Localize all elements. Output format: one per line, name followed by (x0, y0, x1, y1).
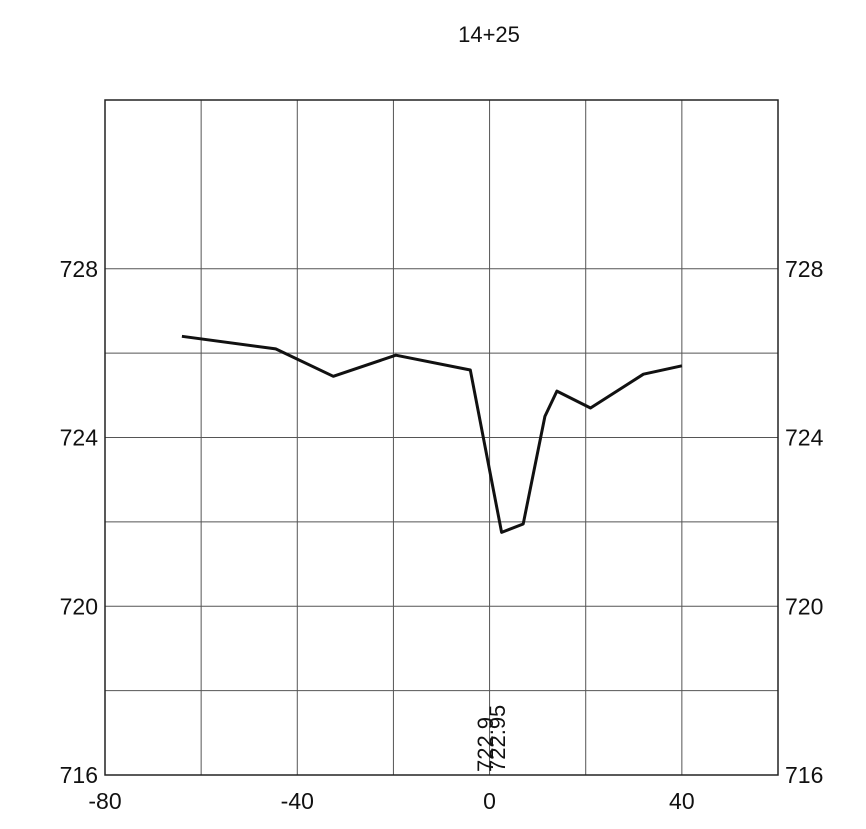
series-layer (181, 334, 683, 534)
y-tick-label-right: 728 (785, 256, 823, 282)
y-tick-label-right: 720 (785, 593, 823, 619)
x-tick-label: -40 (281, 788, 314, 814)
y-tick-label-left: 716 (60, 762, 98, 788)
x-tick-label: 40 (669, 788, 695, 814)
chart-title: 14+25 (458, 22, 520, 47)
elevation-annotation: 722.9 (473, 717, 498, 772)
y-tick-label-right: 716 (785, 762, 823, 788)
x-tick-label: 0 (483, 788, 496, 814)
x-axis-tick-labels: -80 -40 0 40 (88, 788, 694, 814)
plot-frame (104, 99, 779, 776)
ground-profile-line (181, 334, 683, 534)
y-tick-label-right: 724 (785, 425, 824, 451)
y-tick-label-left: 728 (60, 256, 98, 282)
elevation-annotation: 722.95 (485, 705, 510, 772)
grid-lines (105, 100, 778, 775)
y-tick-label-left: 724 (60, 425, 99, 451)
y-axis-tick-labels: 716 716 720 720 724 724 728 728 (60, 256, 824, 788)
x-tick-label: -80 (88, 788, 121, 814)
y-tick-label-left: 720 (60, 593, 98, 619)
